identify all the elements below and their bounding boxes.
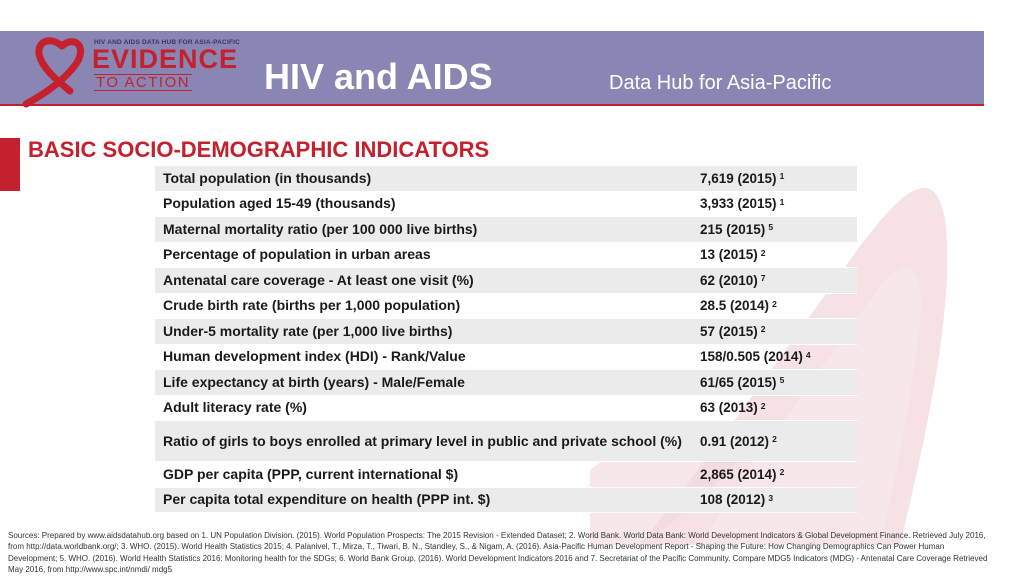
section-accent-bar [0,138,20,191]
indicator-label: Adult literacy rate (%) [163,399,307,416]
indicator-value: 63 (2013) [700,400,758,416]
indicator-label: Per capita total expenditure on health (… [163,491,491,508]
table-row: Life expectancy at birth (years) - Male/… [155,370,857,396]
sources-footnote: Sources: Prepared by www.aidsdatahub.org… [8,531,988,574]
table-row: Ratio of girls to boys enrolled at prima… [155,421,857,462]
indicator-label: Crude birth rate (births per 1,000 popul… [163,297,461,314]
table-row: Under-5 mortality rate (per 1,000 live b… [155,319,857,345]
source-reference: 7 [760,273,766,284]
page-title: HIV and AIDS [264,56,493,97]
source-reference: 5 [779,375,785,386]
indicator-value: 158/0.505 (2014) [700,349,803,365]
logo-tagline: HIV AND AIDS DATA HUB FOR ASIA-PACIFIC [94,39,241,46]
indicator-value: 7,619 (2015) [700,170,777,186]
table-row: Human development index (HDI) - Rank/Val… [155,345,857,370]
table-row: Per capita total expenditure on health (… [155,487,857,513]
indicator-label: Total population (in thousands) [163,169,372,186]
indicator-value-cell: 57 (2015) 2 [691,319,857,344]
source-reference: 2 [772,298,777,309]
indicator-value: 13 (2015) [700,247,758,263]
indicator-value: 3,933 (2015) [700,196,777,212]
indicators-table: Total population (in thousands) 7,619 (20… [155,166,857,513]
section-title: BASIC SOCIO-DEMOGRAPHIC INDICATORS [28,137,490,162]
indicator-value: 215 (2015) [700,221,766,237]
indicator-value-cell: 108 (2012) 3 [691,488,857,513]
indicator-value-cell: 61/65 (2015) 5 [691,370,857,395]
logo-evidence-text: EVIDENCE [92,44,239,74]
indicator-value-cell: 215 (2015) 5 [691,217,857,242]
source-reference: 1 [779,196,785,207]
page-subtitle: Data Hub for Asia-Pacific [609,72,832,94]
indicator-label: Life expectancy at birth (years) - Male/… [163,373,465,390]
source-reference: 2 [779,467,785,478]
source-reference: 2 [772,434,777,444]
source-reference: 3 [768,492,774,503]
evidence-to-action-logo: HIV AND AIDS DATA HUB FOR ASIA-PACIFIC E… [18,36,243,108]
indicator-value: 0.91 (2012) [700,433,770,449]
indicator-value: 61/65 (2015) [700,374,777,390]
indicator-value-cell: 3,933 (2015) 1 [691,192,857,217]
indicator-value-cell: 2,865 (2014) 2 [691,462,857,487]
indicator-value-cell: 158/0.505 (2014) 4 [691,345,857,370]
indicator-value: 28.5 (2014) [700,298,770,314]
header-divider [0,104,984,106]
indicator-label: Maternal mortality ratio (per 100 000 li… [163,220,478,237]
indicator-value-cell: 13 (2015) 2 [691,243,857,268]
indicator-value-cell: 63 (2013) 2 [691,396,857,421]
indicator-value: 108 (2012) [700,492,766,508]
indicator-value-cell: 62 (2010) 7 [691,268,857,293]
red-ribbon-icon [22,37,85,108]
source-reference: 5 [768,222,774,233]
indicator-label: Antenatal care coverage - At least one v… [163,271,474,288]
indicator-label: Ratio of girls to boys enrolled at prima… [163,432,682,449]
table-row: Maternal mortality ratio (per 100 000 li… [155,217,857,243]
indicator-value: 2,865 (2014) [700,466,777,482]
indicator-label: Percentage of population in urban areas [163,246,431,263]
indicator-label: Human development index (HDI) - Rank/Val… [163,348,466,365]
indicator-label: GDP per capita (PPP, current internation… [163,465,459,482]
source-reference: 1 [779,171,785,182]
indicator-label: Under-5 mortality rate (per 1,000 live b… [163,322,453,339]
indicator-value: 62 (2010) [700,272,758,288]
source-reference: 2 [760,247,766,258]
indicator-value: 57 (2015) [700,323,758,339]
indicator-value-cell: 7,619 (2015) 1 [691,166,857,191]
table-row: GDP per capita (PPP, current internation… [155,462,857,488]
table-row: Percentage of population in urban areas 1… [155,243,857,268]
source-reference: 2 [760,324,766,335]
table-row: Total population (in thousands) 7,619 (20… [155,166,857,192]
indicator-value-cell: 28.5 (2014) 2 [691,294,857,319]
indicator-label: Population aged 15-49 (thousands) [163,195,396,212]
table-row: Crude birth rate (births per 1,000 popul… [155,294,857,319]
source-reference: 2 [760,400,766,411]
table-row: Adult literacy rate (%) 63 (2013) 2 [155,396,857,421]
source-reference: 4 [805,349,811,360]
table-row: Population aged 15-49 (thousands) 3,933 (… [155,192,857,217]
header-bar [0,31,984,104]
logo-action-text: TO ACTION [94,74,193,91]
indicator-value-cell: 0.91 (2012) 2 [691,421,857,461]
table-row: Antenatal care coverage - At least one v… [155,268,857,294]
